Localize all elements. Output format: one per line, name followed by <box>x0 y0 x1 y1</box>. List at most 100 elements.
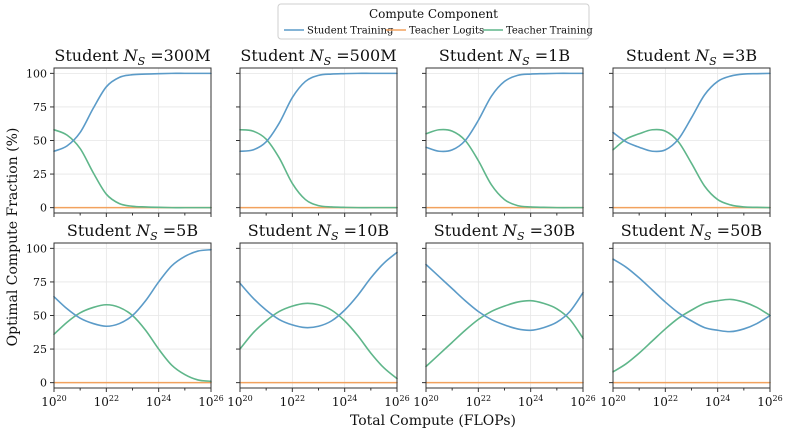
legend-label-student-training: Student Training <box>307 26 394 37</box>
legend-title: Compute Component <box>369 7 498 21</box>
panel-title-prefix: Student <box>240 46 309 65</box>
x-tick-label: 1022 <box>94 394 119 409</box>
x-tick-label-base: 10 <box>94 395 109 409</box>
x-tick-label-exponent: 22 <box>668 394 678 403</box>
panel-title-prefix: Student <box>621 221 690 240</box>
x-tick-label: 1020 <box>41 394 66 409</box>
panel-title-suffix: =5B <box>158 221 198 240</box>
panel-title-var: N <box>123 46 139 65</box>
x-tick-label: 1026 <box>384 394 409 409</box>
series-line-teacher-training <box>239 128 398 209</box>
x-tick-label-exponent: 22 <box>295 394 305 403</box>
panel-title: Student NS =5B <box>67 221 198 243</box>
panel-title-prefix: Student <box>54 46 123 65</box>
x-tick-label: 1026 <box>198 394 223 409</box>
panel-title-sub: S <box>704 230 712 243</box>
y-tick-label: 25 <box>33 168 47 181</box>
panel-title-var: N <box>309 46 325 65</box>
panel-2: Student NS =500M <box>236 46 398 217</box>
x-tick-label-exponent: 24 <box>161 394 171 403</box>
series-line-student-training <box>239 72 398 153</box>
series-line-teacher-training <box>53 128 212 209</box>
panel-title-prefix: Student <box>67 221 136 240</box>
x-tick-label-base: 10 <box>570 395 585 409</box>
panel-title-suffix: =500M <box>331 46 396 65</box>
panel-title: Student NS =50B <box>621 221 762 243</box>
panel-title-suffix: =10B <box>339 221 390 240</box>
x-tick-label-base: 10 <box>332 395 347 409</box>
x-tick-label-exponent: 26 <box>586 394 596 403</box>
series-line-teacher-training <box>612 128 771 209</box>
x-tick-label-base: 10 <box>413 395 428 409</box>
x-tick-label-base: 10 <box>757 395 772 409</box>
y-tick-label: 100 <box>26 67 47 80</box>
panel-title: Student NS =3B <box>626 46 757 68</box>
x-tick-label: 1022 <box>653 394 678 409</box>
series-line-teacher-training <box>239 302 398 380</box>
series-line-student-training <box>239 251 398 329</box>
x-tick-label-base: 10 <box>466 395 481 409</box>
panel-title-sub: S <box>517 230 525 243</box>
x-tick-label: 1020 <box>600 394 625 409</box>
panel-title-suffix: =1B <box>530 46 570 65</box>
x-tick-label-exponent: 24 <box>720 394 730 403</box>
panel-title-suffix: =50B <box>712 221 763 240</box>
panel-title-var: N <box>694 46 710 65</box>
x-tick-label-exponent: 24 <box>533 394 543 403</box>
x-tick-label-base: 10 <box>384 395 399 409</box>
x-tick-label-exponent: 26 <box>773 394 783 403</box>
series-line-student-training <box>425 72 584 153</box>
x-tick-label: 1022 <box>466 394 491 409</box>
legend: Compute Component Student Training Teach… <box>277 3 593 40</box>
x-tick-label-base: 10 <box>705 395 720 409</box>
x-tick-label-base: 10 <box>518 395 533 409</box>
panel-title: Student NS =10B <box>248 221 389 243</box>
x-tick-label-base: 10 <box>41 395 56 409</box>
panel-4: Student NS =3B <box>609 46 771 217</box>
series-line-student-training <box>53 248 212 328</box>
panel-title-suffix: =3B <box>717 46 757 65</box>
figure-ylabel: Optimal Compute Fraction (%) <box>5 128 21 347</box>
panel-title-sub: S <box>324 55 332 68</box>
panel-title-sub: S <box>150 230 158 243</box>
y-tick-label: 50 <box>33 310 47 323</box>
panel-title-prefix: Student <box>439 46 508 65</box>
panel-3: Student NS =1B <box>422 46 584 217</box>
x-tick-label-exponent: 26 <box>214 394 224 403</box>
panel-title-suffix: =300M <box>145 46 210 65</box>
series-line-student-training <box>612 72 771 153</box>
x-tick-label-exponent: 20 <box>243 394 253 403</box>
series-line-student-training <box>612 258 771 333</box>
y-tick-label: 75 <box>33 101 47 114</box>
x-tick-label: 1024 <box>518 394 543 409</box>
x-tick-label-base: 10 <box>653 395 668 409</box>
panel-title: Student NS =300M <box>54 46 210 68</box>
series-line-student-training <box>425 263 584 332</box>
x-tick-label-exponent: 26 <box>400 394 410 403</box>
panel-title-var: N <box>507 46 523 65</box>
x-tick-label-exponent: 20 <box>57 394 67 403</box>
x-tick-label: 1024 <box>705 394 730 409</box>
legend-label-teacher-training: Teacher Training <box>506 26 593 37</box>
panel-title-sub: S <box>709 55 717 68</box>
y-tick-label: 0 <box>40 202 47 215</box>
panel-title-sub: S <box>522 55 530 68</box>
panel-title-var: N <box>502 221 518 240</box>
series-line-teacher-training <box>612 298 771 373</box>
x-tick-label-base: 10 <box>600 395 615 409</box>
panel-title-sub: S <box>331 230 339 243</box>
panel-title-sub: S <box>138 55 146 68</box>
x-tick-label-exponent: 20 <box>616 394 626 403</box>
x-tick-label-base: 10 <box>280 395 295 409</box>
y-tick-label: 75 <box>33 276 47 289</box>
x-tick-label: 1020 <box>413 394 438 409</box>
panel-title: Student NS =30B <box>434 221 575 243</box>
panel-title-prefix: Student <box>248 221 317 240</box>
series-line-student-training <box>53 72 212 153</box>
x-tick-label: 1026 <box>570 394 595 409</box>
